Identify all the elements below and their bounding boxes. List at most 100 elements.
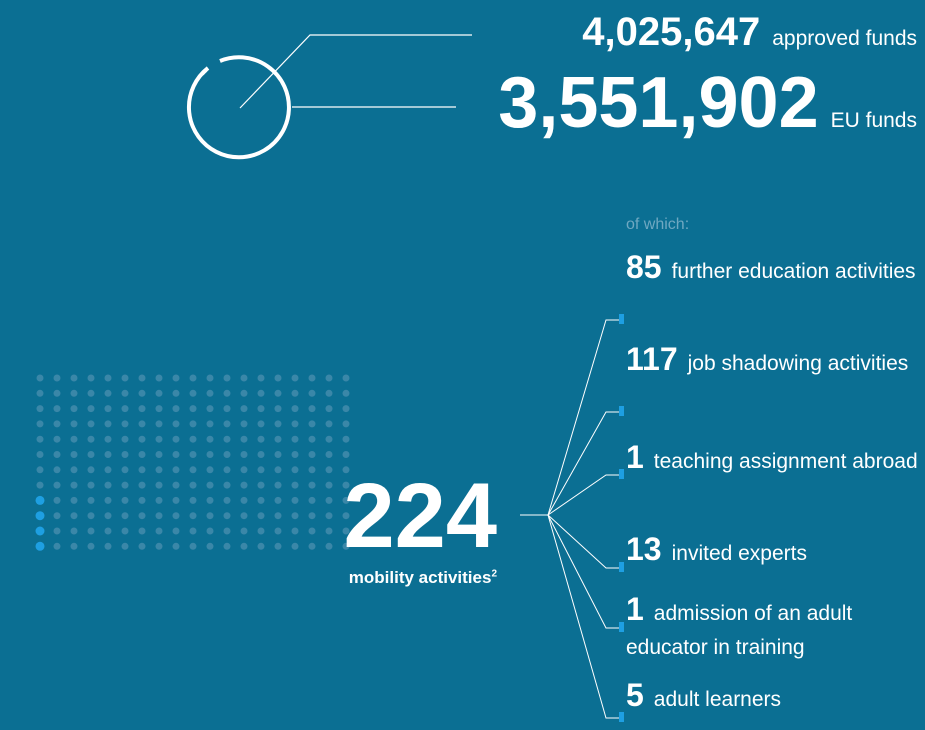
dot [274, 451, 282, 458]
dot [53, 496, 61, 504]
dot [223, 496, 231, 504]
dot [308, 420, 316, 428]
eu-label: EU funds [830, 109, 917, 132]
eu-value: 3,551,902 [498, 63, 819, 143]
branch-line [547, 514, 622, 629]
dot [223, 542, 231, 550]
dot [223, 389, 231, 397]
dot [53, 527, 61, 535]
dot [342, 451, 350, 458]
dot [257, 389, 265, 397]
dot [342, 481, 350, 489]
dot [291, 466, 299, 474]
dot [291, 420, 299, 428]
dot [138, 405, 146, 413]
dot [70, 389, 78, 397]
dot [104, 466, 112, 474]
dot [172, 496, 180, 504]
dot [104, 374, 112, 382]
dot [240, 542, 248, 550]
branch-line [547, 319, 622, 516]
dot [121, 405, 129, 413]
dot [189, 374, 197, 382]
dot [70, 435, 78, 443]
dot [274, 481, 282, 489]
dot [104, 512, 112, 520]
dot [87, 527, 95, 535]
dot [87, 512, 95, 520]
branch-marker [619, 622, 624, 632]
branch-lines [520, 314, 624, 722]
dot [138, 374, 146, 382]
item-label: admission of an adult educator in traini… [626, 602, 853, 659]
branch-line [547, 474, 622, 516]
dot [121, 420, 129, 428]
dot [291, 512, 299, 520]
branch-marker [619, 712, 624, 722]
dot [257, 542, 265, 550]
dot [274, 496, 282, 504]
dot [308, 405, 316, 413]
dot [70, 542, 78, 550]
dot [274, 466, 282, 474]
mobility-total: 224 [343, 465, 498, 567]
dot [274, 435, 282, 443]
branch-line [547, 514, 622, 719]
dot [308, 512, 316, 520]
dot [206, 374, 214, 382]
dot [87, 405, 95, 413]
dot [308, 527, 316, 535]
dot [53, 481, 61, 489]
breakdown-item: 5 adult learners [626, 678, 922, 717]
dot [87, 496, 95, 504]
dot [121, 542, 129, 550]
dot [257, 435, 265, 443]
footnote: 2 [491, 568, 497, 580]
dot [240, 374, 248, 382]
dot [189, 512, 197, 520]
breakdown-item: 117 job shadowing activities [626, 342, 922, 381]
dot [155, 420, 163, 428]
dot [223, 435, 231, 443]
dot [325, 420, 333, 428]
dot [70, 405, 78, 413]
dot [53, 451, 61, 458]
dot [223, 512, 231, 520]
approved-label: approved funds [772, 27, 917, 50]
dot [155, 451, 163, 458]
dot [87, 389, 95, 397]
dot [35, 541, 45, 551]
item-label: job shadowing activities [687, 352, 909, 375]
dot [87, 374, 95, 382]
dot [257, 481, 265, 489]
item-label: adult learners [653, 688, 782, 711]
dot [35, 495, 45, 505]
branch-marker [619, 314, 624, 324]
dot [172, 435, 180, 443]
dot [70, 496, 78, 504]
item-value: 13 [626, 531, 662, 567]
mobility-label: mobility activities [348, 568, 492, 587]
dot [155, 389, 163, 397]
dot [189, 451, 197, 458]
dot [138, 496, 146, 504]
dot [206, 420, 214, 428]
intro: of which: [626, 216, 690, 233]
dot [223, 374, 231, 382]
dot [342, 374, 350, 382]
dot [342, 512, 350, 520]
dot [53, 512, 61, 520]
dot [206, 405, 214, 413]
dot [138, 527, 146, 535]
dot [155, 466, 163, 474]
dot [325, 405, 333, 413]
dot [308, 496, 316, 504]
branch-marker [619, 562, 624, 572]
item-label: teaching assignment abroad [653, 450, 918, 473]
dot [189, 466, 197, 474]
dot [240, 451, 248, 458]
dot [206, 527, 214, 535]
item-value: 85 [626, 249, 662, 285]
dot [87, 542, 95, 550]
